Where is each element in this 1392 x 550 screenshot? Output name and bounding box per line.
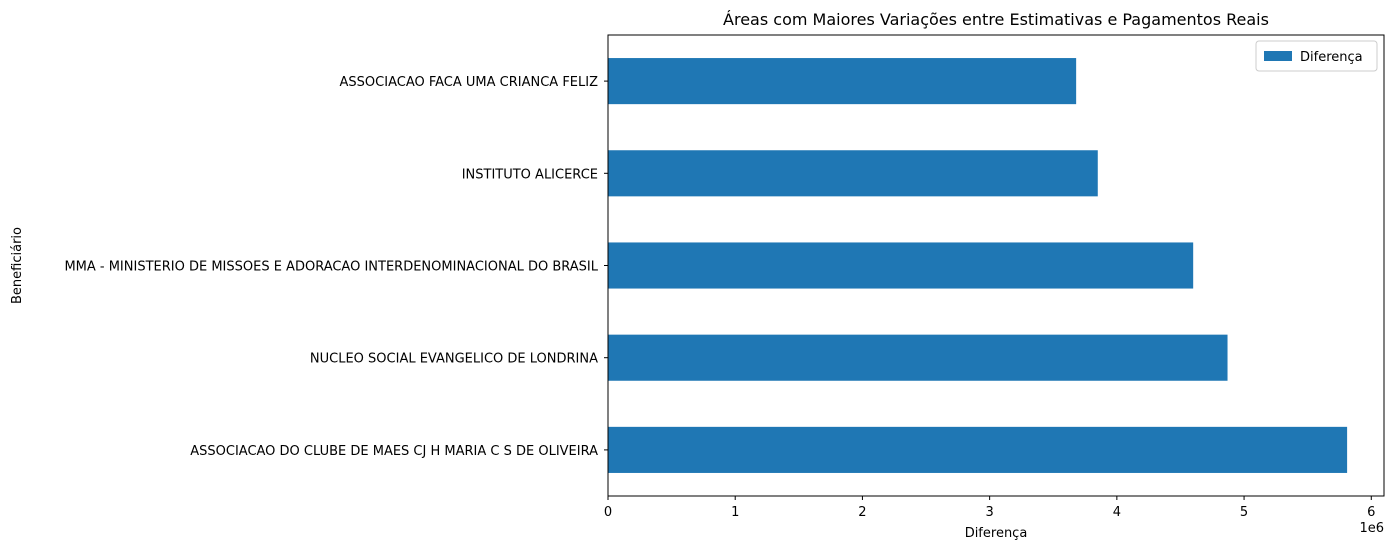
x-axis-offset-text: 1e6 <box>1359 521 1384 536</box>
axes-frame <box>607 34 1385 497</box>
x-tick-label: 6 <box>1367 505 1375 520</box>
y-axis-ticks: ASSOCIACAO FACA UMA CRIANCA FELIZ INSTITU… <box>64 75 608 459</box>
y-tick-label: MMA - MINISTERIO DE MISSOES E ADORACAO I… <box>64 260 598 275</box>
bar-group <box>608 58 1348 473</box>
x-tick-label: 4 <box>1113 505 1121 520</box>
y-tick-label: NUCLEO SOCIAL EVANGELICO DE LONDRINA <box>310 352 598 367</box>
y-tick-label: ASSOCIACAO DO CLUBE DE MAES CJ H MARIA C… <box>190 444 598 459</box>
plot-area: ASSOCIACAO FACA UMA CRIANCA FELIZ INSTITU… <box>64 34 1385 520</box>
x-tick-label: 1 <box>731 505 739 520</box>
y-tick-label: ASSOCIACAO FACA UMA CRIANCA FELIZ <box>340 75 599 90</box>
x-axis-ticks: 0 1 2 3 4 5 6 <box>604 496 1375 520</box>
bar-3 <box>608 242 1194 289</box>
bar-5 <box>608 426 1348 473</box>
x-tick-label: 3 <box>985 505 993 520</box>
x-tick-label: 5 <box>1240 505 1248 520</box>
legend-frame <box>1255 40 1378 72</box>
bar-4 <box>608 334 1228 381</box>
bar-2 <box>608 150 1098 197</box>
legend-label: Diferença <box>1300 50 1363 65</box>
x-axis-label: Diferença <box>965 526 1028 541</box>
y-tick-label: INSTITUTO ALICERCE <box>462 167 598 182</box>
chart-title: Áreas com Maiores Variações entre Estima… <box>723 10 1269 29</box>
legend: Diferença <box>1255 40 1378 72</box>
y-axis-label: Beneficiário <box>10 227 25 304</box>
legend-swatch <box>1264 51 1292 61</box>
x-tick-label: 2 <box>858 505 866 520</box>
x-tick-label: 0 <box>604 505 612 520</box>
bar-1 <box>608 58 1077 105</box>
